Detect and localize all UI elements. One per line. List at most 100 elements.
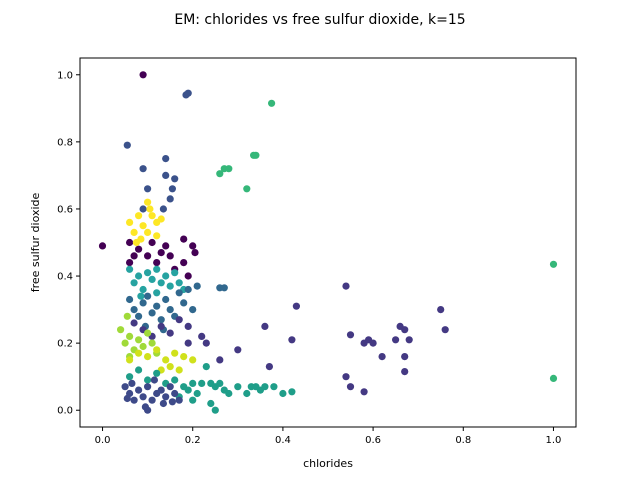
scatter-point <box>243 185 251 193</box>
scatter-point <box>123 394 131 403</box>
x-tick-label: 0.6 <box>365 435 381 446</box>
scatter-point <box>157 316 165 324</box>
scatter-point <box>148 396 156 404</box>
scatter-point <box>189 306 197 314</box>
scatter-point <box>148 309 156 317</box>
scatter-point <box>175 396 183 404</box>
scatter-point <box>139 342 147 351</box>
scatter-point <box>261 383 269 391</box>
y-axis: 0.0 0.2 0.4 0.6 0.8 1.0 <box>57 70 80 417</box>
scatter-point <box>168 398 176 406</box>
scatter-point <box>146 205 154 213</box>
scatter-point <box>130 319 138 327</box>
scatter-point <box>162 356 170 364</box>
scatter-point <box>437 306 445 314</box>
scatter-point <box>189 242 197 250</box>
scatter-point <box>150 376 158 384</box>
scatter-point <box>180 353 188 361</box>
scatter-point <box>162 242 170 250</box>
scatter-point <box>148 238 156 247</box>
scatter-point <box>157 386 165 394</box>
scatter-point <box>139 285 147 294</box>
scatter-point <box>180 299 188 307</box>
scatter-point <box>225 389 233 398</box>
scatter-point <box>123 141 131 149</box>
scatter-point <box>166 252 174 260</box>
y-tick-label: 0.8 <box>57 137 73 148</box>
x-tick-label: 0.8 <box>455 435 471 446</box>
scatter-point <box>193 389 201 398</box>
scatter-point <box>126 373 134 381</box>
scatter-point <box>202 363 210 371</box>
scatter-point <box>392 336 400 344</box>
scatter-point <box>166 282 174 290</box>
scatter-point <box>288 336 296 344</box>
scatter-point <box>132 238 140 247</box>
scatter-point <box>184 322 192 330</box>
x-axis: 0.0 0.2 0.4 0.6 0.8 1.0 <box>95 427 562 446</box>
scatter-point <box>184 285 192 294</box>
scatter-point <box>159 205 167 213</box>
scatter-point <box>250 151 258 159</box>
scatter-point <box>157 215 165 223</box>
scatter-point <box>162 171 170 179</box>
scatter-point <box>234 383 242 391</box>
scatter-point <box>216 379 224 387</box>
scatter-point <box>117 326 125 334</box>
x-tick-label: 0.0 <box>95 435 111 446</box>
scatter-point <box>171 376 179 384</box>
scatter-point <box>126 238 134 247</box>
scatter-point <box>346 383 355 391</box>
scatter-point <box>144 329 152 337</box>
scatter-point <box>346 331 355 339</box>
scatter-point <box>153 346 161 354</box>
scatter-point <box>166 329 174 337</box>
scatter-point <box>166 195 174 203</box>
scatter-point <box>139 299 147 307</box>
scatter-point <box>175 289 183 297</box>
scatter-point <box>184 339 192 347</box>
scatter-point <box>121 339 129 347</box>
scatter-point <box>139 71 147 79</box>
scatter-point <box>342 373 350 381</box>
scatter-point <box>441 326 449 334</box>
scatter-point <box>135 312 143 320</box>
scatter-point <box>184 386 192 394</box>
scatter-point <box>202 339 210 347</box>
scatter-point <box>191 249 199 257</box>
scatter-point <box>225 165 233 173</box>
scatter-point <box>148 275 156 283</box>
scatter-point <box>189 356 197 364</box>
scatter-point <box>144 269 152 277</box>
scatter-point <box>157 279 165 287</box>
scatter-point <box>182 91 190 99</box>
scatter-point <box>148 339 156 347</box>
scatter-point <box>135 349 143 357</box>
scatter-point <box>168 185 176 193</box>
scatter-point <box>220 284 228 292</box>
scatter-point <box>162 295 170 304</box>
scatter-point <box>135 386 143 394</box>
scatter-point <box>216 170 224 178</box>
scatter-point <box>342 282 350 290</box>
scatter-point <box>279 389 287 398</box>
scatter-point <box>157 249 165 257</box>
scatter-point <box>180 259 188 267</box>
scatter-point <box>130 252 138 260</box>
scatter-point <box>405 336 413 344</box>
scatter-point <box>180 235 188 243</box>
scatter-point <box>126 295 134 304</box>
x-tick-label: 1.0 <box>546 435 562 446</box>
scatter-point <box>144 406 152 414</box>
scatter-point <box>139 222 147 230</box>
scatter-point <box>139 165 147 173</box>
scatter-point <box>159 399 167 408</box>
scatter-point <box>166 363 174 371</box>
scatter-point <box>126 332 134 340</box>
scatter-point <box>153 265 161 273</box>
scatter-point <box>153 302 161 310</box>
scatter-point <box>123 312 131 320</box>
scatter-point <box>234 346 242 354</box>
plot-frame <box>79 57 577 428</box>
